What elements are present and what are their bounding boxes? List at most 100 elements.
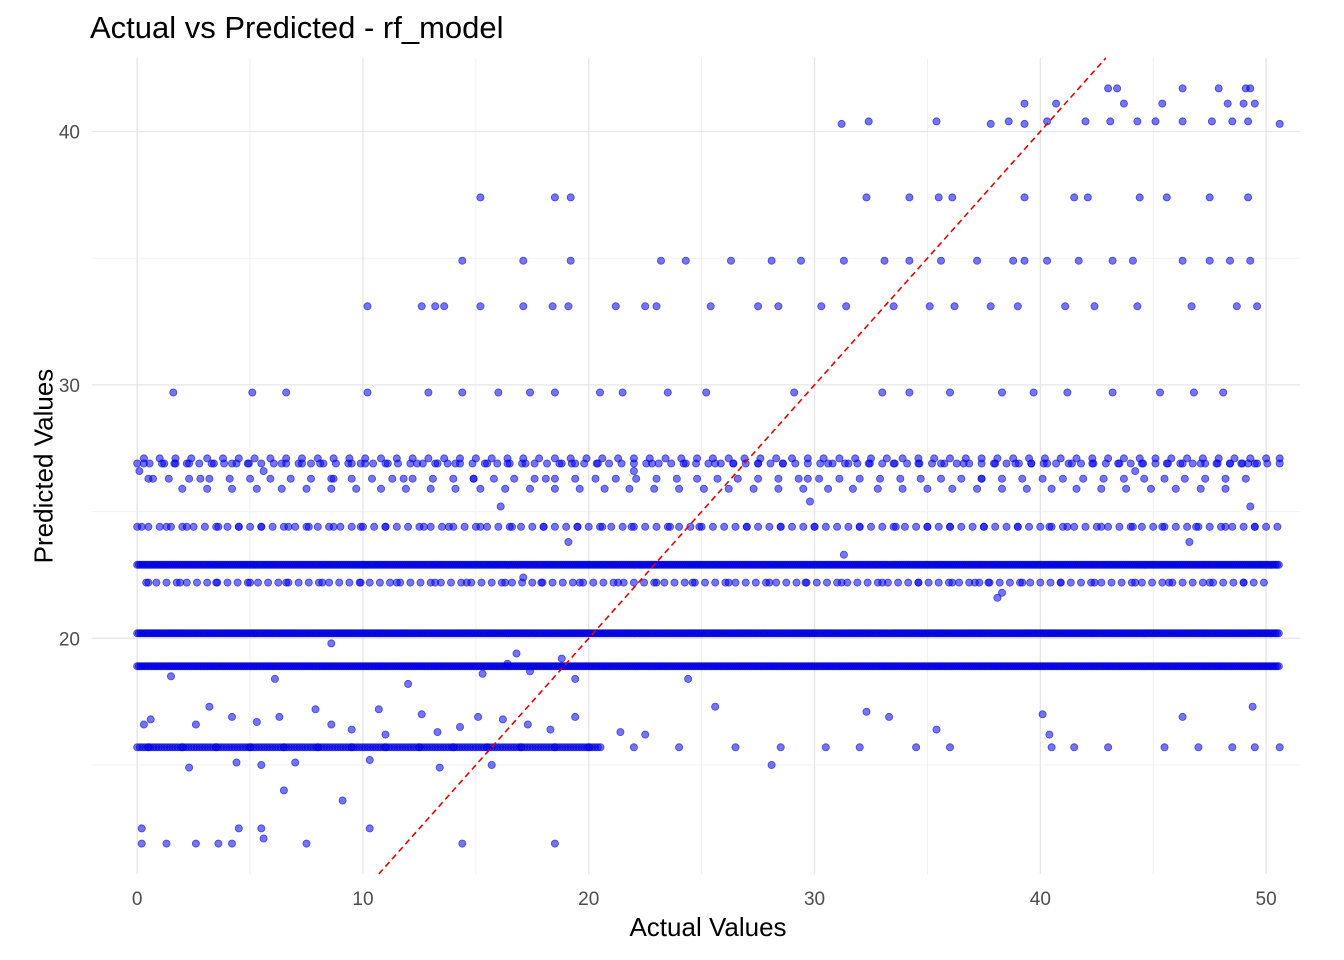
data-point <box>589 578 598 587</box>
data-point <box>878 459 887 468</box>
data-point <box>1131 578 1140 587</box>
data-point <box>742 522 751 531</box>
data-point <box>632 474 641 483</box>
data-point <box>1147 484 1156 493</box>
data-point <box>227 839 236 848</box>
data-point <box>1228 117 1237 126</box>
data-point <box>754 522 763 531</box>
data-point <box>401 484 410 493</box>
data-point <box>1043 256 1052 265</box>
data-point <box>660 578 669 587</box>
data-point <box>993 593 1002 602</box>
data-point <box>1244 193 1253 202</box>
data-point <box>711 702 720 711</box>
data-point <box>794 474 803 483</box>
data-point <box>507 522 516 531</box>
data-point <box>973 256 982 265</box>
data-point <box>835 454 844 463</box>
data-point <box>503 459 512 468</box>
data-point <box>591 474 600 483</box>
data-point <box>894 578 903 587</box>
data-point <box>185 459 194 468</box>
data-point <box>1122 484 1131 493</box>
data-point <box>519 573 528 582</box>
data-point <box>257 824 266 833</box>
data-point <box>270 674 279 683</box>
data-point <box>182 578 191 587</box>
data-point <box>469 474 478 483</box>
data-point <box>1137 578 1146 587</box>
data-point <box>1133 302 1142 311</box>
data-point <box>440 302 449 311</box>
data-point <box>799 484 808 493</box>
data-point <box>550 484 559 493</box>
data-point <box>517 522 526 531</box>
data-point <box>803 454 812 463</box>
data-point <box>426 522 435 531</box>
data-point <box>774 484 783 493</box>
data-point <box>702 388 711 397</box>
data-point <box>458 256 467 265</box>
data-point <box>233 578 242 587</box>
data-point <box>912 522 921 531</box>
data-point <box>171 459 180 468</box>
data-point <box>274 578 283 587</box>
data-point <box>641 302 650 311</box>
data-point <box>212 578 221 587</box>
data-point <box>803 474 812 483</box>
data-point <box>593 459 602 468</box>
data-point <box>546 725 555 734</box>
data-point <box>1275 743 1284 752</box>
data-point <box>754 474 763 483</box>
data-point <box>392 578 401 587</box>
data-point <box>1239 578 1248 587</box>
data-point <box>431 578 440 587</box>
data-point <box>652 522 661 531</box>
data-point <box>1221 522 1230 531</box>
data-point <box>641 522 650 531</box>
data-point <box>711 578 720 587</box>
x-tick-label: 30 <box>804 889 825 910</box>
data-point <box>392 454 401 463</box>
data-point <box>487 454 496 463</box>
data-point <box>212 743 221 752</box>
data-point <box>192 578 201 587</box>
x-tick-label: 40 <box>1030 889 1051 910</box>
data-point <box>205 474 214 483</box>
data-point <box>1018 578 1027 587</box>
y-tick-label: 20 <box>59 629 80 650</box>
data-point <box>1274 560 1283 569</box>
data-point <box>568 578 577 587</box>
data-point <box>598 454 607 463</box>
data-point <box>1246 84 1255 93</box>
data-point <box>1061 302 1070 311</box>
data-point <box>1160 743 1169 752</box>
data-point <box>1183 522 1192 531</box>
data-point <box>1047 484 1056 493</box>
data-point <box>227 459 236 468</box>
data-point <box>979 522 988 531</box>
data-point <box>483 743 492 752</box>
data-point <box>878 522 887 531</box>
data-point <box>686 522 695 531</box>
data-point <box>1148 578 1157 587</box>
data-point <box>824 484 833 493</box>
data-point <box>1198 578 1207 587</box>
data-point <box>1052 459 1061 468</box>
data-point <box>1104 84 1113 93</box>
data-point <box>444 522 453 531</box>
data-point <box>1131 467 1140 476</box>
data-point <box>550 388 559 397</box>
data-point <box>1201 474 1210 483</box>
data-point <box>596 388 605 397</box>
data-point <box>571 674 580 683</box>
data-point <box>862 193 871 202</box>
data-point <box>566 454 575 463</box>
data-point <box>277 459 286 468</box>
data-point <box>564 302 573 311</box>
data-point <box>932 117 941 126</box>
data-point <box>1214 84 1223 93</box>
data-point <box>176 578 185 587</box>
data-point <box>1178 84 1187 93</box>
data-point <box>1158 99 1167 108</box>
